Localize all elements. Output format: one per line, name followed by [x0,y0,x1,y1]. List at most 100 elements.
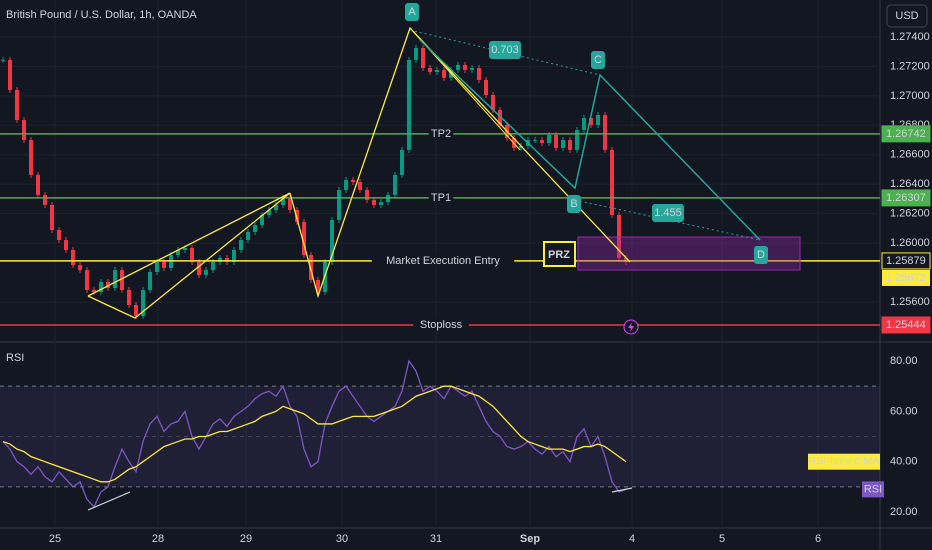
x-tick-label: 6 [815,533,821,545]
x-tick-label: 5 [719,533,725,545]
x-tick-label: 4 [629,533,635,545]
labels: British Pound / U.S. Dollar, 1h, OANDA U… [6,3,931,545]
candle [351,179,355,183]
rsi-tick-label: 40.00 [890,456,918,468]
y-tick-label: 1.27400 [890,31,930,43]
candle [43,194,47,205]
candle [428,68,432,73]
candle [337,189,341,220]
price-tag-label: 1.25444 [886,319,926,331]
candle [456,64,460,70]
ratio-label: 0.703 [491,44,519,56]
pattern-point-box [754,246,768,264]
candle [120,270,124,290]
candle [463,64,467,70]
candle [414,48,418,60]
alert-bolt [628,322,634,332]
y-tick-label: 1.26400 [890,178,930,190]
rsi-ma-line [2,385,627,483]
candle [211,261,215,271]
chart-title: British Pound / U.S. Dollar, 1h, OANDA [6,9,197,21]
pattern-point-box [591,51,605,69]
pattern-point-label: D [757,249,765,261]
xabcd-leg [419,39,761,241]
candle [379,202,383,205]
pattern-leg [87,192,291,319]
currency-label[interactable]: USD [895,10,918,22]
candle [246,231,250,241]
candle [29,140,33,175]
price-tag-label: 1.25879 [886,255,926,267]
candle [288,197,292,210]
y-tick-label: 1.27200 [890,60,930,72]
candle [547,135,551,143]
x-tick-label: 25 [49,533,61,545]
candle [302,221,306,256]
ratio-box [652,204,684,222]
rsi-tick-label: 60.00 [890,405,918,417]
price-tag-label: 1.26742 [886,128,926,140]
candle [267,209,271,215]
candle [491,94,495,110]
candle [36,174,40,195]
last-price-tag [882,269,930,286]
candle [582,117,586,131]
candle [113,270,117,289]
candle [183,247,187,251]
divergence-line [87,491,131,511]
candle [435,69,439,73]
rsi-tick-label: 80.00 [890,355,918,367]
candle [64,240,68,251]
pattern-point-box [405,3,419,21]
y-tick-label: 1.26200 [890,208,930,220]
candle [127,289,131,305]
candle [78,265,82,271]
candle [589,117,593,126]
candle [372,199,376,205]
candle [190,247,194,262]
candle [176,250,180,256]
x-tick-label: 30 [336,533,348,545]
candle [554,135,558,148]
candle [575,130,579,150]
candle [344,179,348,190]
y-tick-label: 1.27000 [890,90,930,102]
x-tick-label: 29 [240,533,252,545]
candle [260,214,264,225]
prz-label: PRZ [548,249,570,261]
pattern-leg [289,26,631,299]
candle [484,79,488,95]
candle [162,261,166,268]
pattern-point-box [567,195,581,213]
candle [533,140,537,142]
candle [148,271,152,290]
candle [477,68,481,80]
rsi-tag-label: RSI [864,483,882,495]
currency-button[interactable] [886,4,928,28]
candle [253,224,257,232]
pattern-point-label: B [570,198,577,210]
price-tag [881,125,931,143]
rsi-tag [862,481,884,498]
candle [624,257,628,262]
candle [442,69,446,78]
candle [106,281,110,289]
candle [603,115,607,150]
x-tick-label: 31 [430,533,442,545]
candle [568,140,572,150]
level-name-bg [413,318,469,331]
ratio-line [574,199,761,241]
candle [365,189,369,200]
candle [330,219,334,262]
price-pane: TP2 TP1 Market Execution Entry Stoploss [0,45,880,509]
ratio-box [489,41,521,59]
price-tag [881,316,931,334]
candle [316,279,320,292]
candle [470,68,474,70]
price-tag [881,252,931,270]
candle [407,59,411,150]
candle [239,240,243,251]
y-tick-label: 1.25600 [890,296,930,308]
rsi-title: RSI [6,352,24,364]
